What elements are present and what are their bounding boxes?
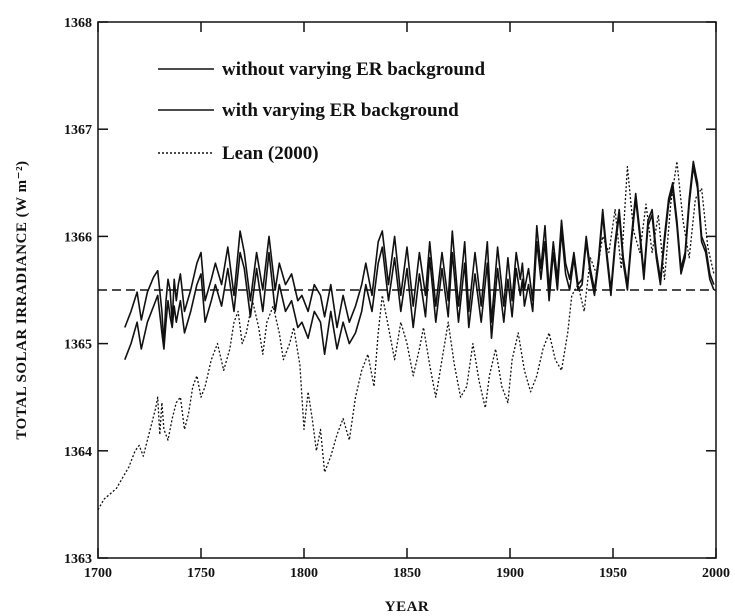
legend-label-1: with varying ER background [222, 100, 459, 121]
series-group [97, 160, 715, 511]
legend: without varying ER background with varyi… [158, 59, 486, 164]
y-tick-label-4: 1367 [64, 123, 92, 138]
x-tick-label-6: 2000 [702, 566, 730, 581]
x-tick-label-5: 1950 [599, 566, 627, 581]
legend-label-0: without varying ER background [222, 59, 486, 80]
y-tick-label-1: 1364 [64, 445, 92, 460]
series-line-2 [97, 160, 715, 511]
x-tick-label-0: 1700 [84, 566, 112, 581]
x-tick-label-2: 1800 [290, 566, 318, 581]
x-tick-label-4: 1900 [496, 566, 524, 581]
y-tick-label-5: 1368 [64, 16, 92, 31]
legend-label-2: Lean (2000) [222, 143, 319, 164]
y-tick-label-0: 1363 [64, 552, 92, 567]
y-tick-label-3: 1366 [64, 230, 92, 245]
axis-ticks [97, 21, 717, 559]
x-tick-labels: 1700 1750 1800 1850 1900 1950 2000 [84, 566, 730, 581]
x-tick-label-3: 1850 [393, 566, 421, 581]
series-line-1 [124, 165, 715, 360]
y-axis-label: TOTAL SOLAR IRRADIANCE (W m⁻²) [14, 160, 30, 439]
series-line-0 [124, 160, 715, 345]
x-tick-label-1: 1750 [187, 566, 215, 581]
y-tick-labels: 1363 1364 1365 1366 1367 1368 [64, 16, 92, 567]
x-axis-label: YEAR [385, 599, 430, 615]
y-tick-label-2: 1365 [64, 338, 92, 353]
